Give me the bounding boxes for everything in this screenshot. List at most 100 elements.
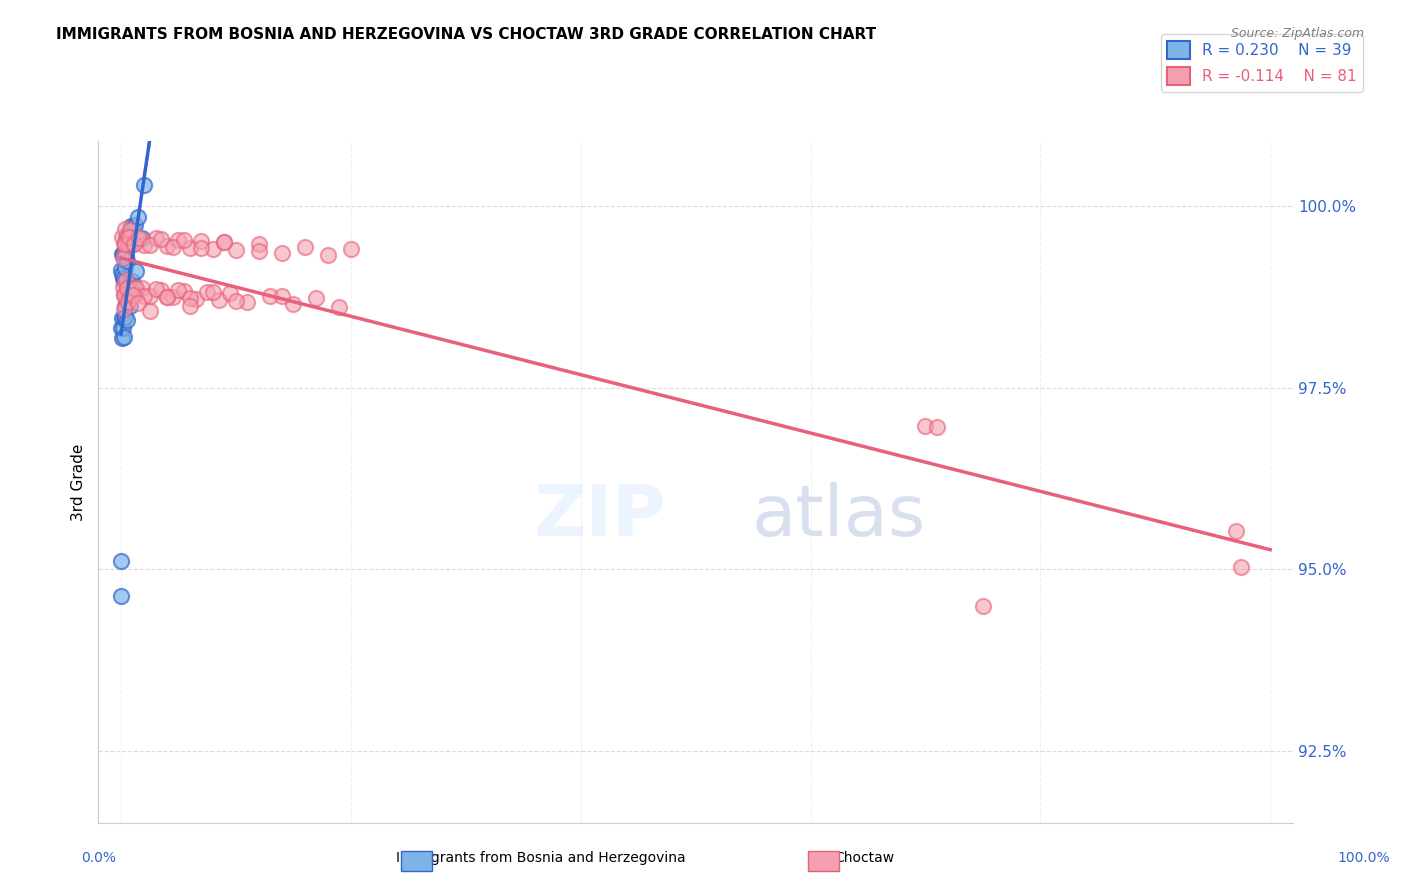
- Point: [120, 288, 142, 302]
- Point: [120, 286, 142, 301]
- Point: [173, 233, 195, 247]
- Point: [156, 239, 179, 253]
- Point: [118, 299, 141, 313]
- Point: [179, 241, 201, 255]
- Point: [118, 230, 141, 244]
- Point: [247, 244, 270, 259]
- Point: [112, 330, 135, 344]
- Point: [110, 554, 132, 568]
- Point: [112, 247, 135, 261]
- Point: [117, 282, 139, 296]
- Y-axis label: 3rd Grade: 3rd Grade: [72, 443, 86, 521]
- Point: [150, 232, 173, 246]
- Point: [1230, 560, 1253, 574]
- Point: [259, 288, 281, 302]
- Point: [110, 247, 132, 261]
- Point: [112, 320, 135, 334]
- Point: [328, 300, 350, 314]
- Text: 0.0%: 0.0%: [82, 851, 115, 865]
- Point: [115, 280, 138, 294]
- Point: [114, 287, 136, 301]
- Point: [150, 283, 173, 297]
- Point: [120, 219, 142, 233]
- Point: [132, 289, 155, 303]
- Point: [1225, 524, 1247, 538]
- Point: [121, 237, 143, 252]
- Point: [111, 229, 134, 244]
- Point: [114, 261, 136, 276]
- Point: [121, 274, 143, 288]
- Point: [201, 285, 224, 300]
- Point: [120, 223, 142, 237]
- Point: [115, 295, 138, 310]
- Point: [208, 293, 231, 307]
- Point: [316, 248, 339, 262]
- Text: IMMIGRANTS FROM BOSNIA AND HERZEGOVINA VS CHOCTAW 3RD GRADE CORRELATION CHART: IMMIGRANTS FROM BOSNIA AND HERZEGOVINA V…: [56, 27, 876, 42]
- Point: [225, 243, 247, 257]
- Point: [121, 288, 143, 302]
- Point: [115, 253, 138, 268]
- Point: [214, 235, 236, 250]
- Point: [111, 267, 134, 281]
- Point: [156, 290, 179, 304]
- Point: [127, 210, 149, 224]
- Point: [190, 234, 212, 248]
- Point: [179, 299, 201, 313]
- Point: [112, 287, 135, 301]
- Point: [115, 244, 138, 259]
- Point: [110, 263, 132, 277]
- Point: [112, 273, 135, 287]
- Point: [117, 295, 139, 310]
- Point: [122, 237, 145, 252]
- Point: [114, 299, 136, 313]
- Point: [111, 252, 134, 266]
- Point: [190, 241, 212, 255]
- Point: [156, 290, 179, 304]
- Point: [121, 220, 143, 235]
- Point: [162, 239, 184, 253]
- Text: Choctaw: Choctaw: [835, 851, 894, 865]
- Point: [127, 230, 149, 244]
- Point: [120, 238, 142, 252]
- Point: [115, 286, 138, 301]
- Point: [283, 297, 305, 311]
- Point: [219, 286, 242, 301]
- Point: [114, 273, 136, 287]
- Text: Source: ZipAtlas.com: Source: ZipAtlas.com: [1230, 27, 1364, 40]
- Point: [122, 281, 145, 295]
- Point: [117, 237, 139, 252]
- Point: [145, 282, 167, 296]
- Point: [114, 249, 136, 263]
- Point: [114, 229, 136, 244]
- Point: [114, 237, 136, 252]
- Legend: R = 0.230    N = 39, R = -0.114    N = 81: R = 0.230 N = 39, R = -0.114 N = 81: [1161, 35, 1364, 92]
- Point: [117, 294, 139, 309]
- Point: [110, 589, 132, 603]
- Text: Immigrants from Bosnia and Herzegovina: Immigrants from Bosnia and Herzegovina: [396, 851, 686, 865]
- Point: [125, 281, 148, 295]
- Point: [132, 238, 155, 252]
- Point: [139, 289, 162, 303]
- Point: [124, 288, 146, 302]
- Point: [972, 599, 994, 613]
- Point: [118, 288, 141, 302]
- Point: [115, 249, 138, 263]
- Point: [111, 311, 134, 326]
- Point: [127, 295, 149, 310]
- Point: [112, 311, 135, 326]
- Point: [914, 419, 936, 434]
- Point: [118, 236, 141, 251]
- Point: [195, 285, 218, 299]
- Point: [271, 289, 294, 303]
- Text: ZIP: ZIP: [534, 482, 666, 551]
- Point: [131, 231, 153, 245]
- Point: [340, 242, 363, 256]
- Point: [114, 310, 136, 325]
- Point: [145, 231, 167, 245]
- Point: [179, 292, 201, 306]
- Point: [167, 284, 190, 298]
- Point: [173, 284, 195, 298]
- Point: [111, 331, 134, 345]
- Point: [162, 290, 184, 304]
- Point: [125, 263, 148, 277]
